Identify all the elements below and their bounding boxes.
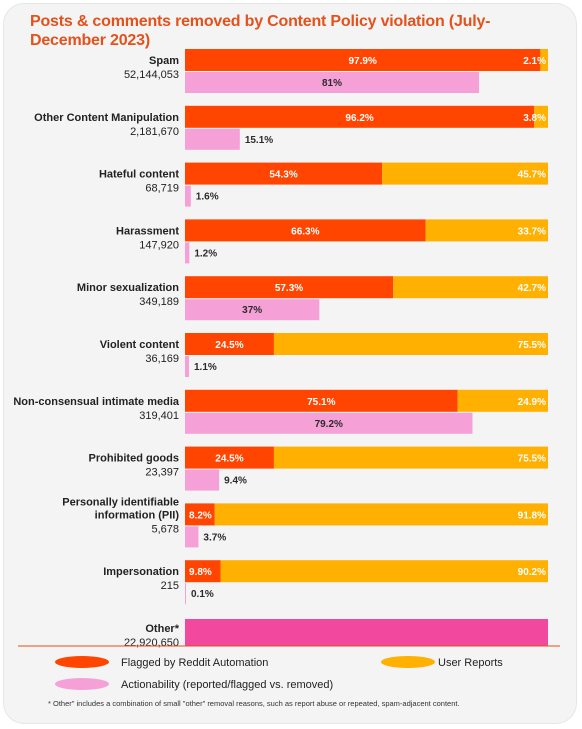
data-label-actionability-harassment: 1.2% (194, 248, 217, 259)
bar-user-reports-personally-identifiable-information-pii (214, 503, 549, 526)
legend-swatch-automation (55, 656, 109, 668)
category-count-hateful-content: 68,719 (145, 183, 179, 195)
data-label-user-reports-harassment: 33.7% (518, 226, 546, 237)
data-label-automation-impersonation: 9.8% (189, 567, 212, 578)
data-label-actionability-personally-identifiable-information-pii: 3.7% (203, 532, 226, 543)
data-label-user-reports-personally-identifiable-information-pii: 91.8% (518, 510, 546, 521)
bar-user-reports-non-consensual-intimate-media (457, 389, 548, 412)
data-label-user-reports-minor-sexualization: 42.7% (518, 283, 546, 294)
data-label-actionability-impersonation: 0.1% (191, 589, 214, 600)
bar-automation-other-content-manipulation (185, 105, 535, 128)
category-label-personally-identifiable-information-pii: Personally identifiable (62, 496, 179, 508)
bar-automation-harassment (185, 219, 426, 242)
bar-actionability-violent-content (185, 356, 189, 377)
data-label-automation-harassment: 66.3% (291, 226, 319, 237)
data-label-automation-non-consensual-intimate-media: 75.1% (307, 397, 335, 408)
category-count-non-consensual-intimate-media: 319,401 (139, 410, 179, 422)
bar-user-reports-harassment (425, 219, 548, 242)
data-label-actionability-non-consensual-intimate-media: 79.2% (315, 419, 343, 430)
chart-title: Posts & comments removed by Content Poli… (30, 13, 491, 49)
category-label-non-consensual-intimate-media: Non-consensual intimate media (13, 396, 180, 408)
bar-actionability-impersonation (185, 583, 186, 605)
bar-automation-impersonation (185, 560, 221, 583)
category-label-spam: Spam (149, 55, 179, 67)
data-label-user-reports-spam: 2.1% (523, 56, 546, 67)
data-label-automation-personally-identifiable-information-pii: 8.2% (189, 510, 212, 521)
data-label-actionability-prohibited-goods: 9.4% (224, 476, 247, 487)
bar-user-reports-other-content-manipulation (534, 105, 548, 128)
data-label-user-reports-hateful-content: 45.7% (518, 170, 546, 181)
data-label-automation-other-content-manipulation: 96.2% (345, 113, 373, 124)
bar-automation-violent-content (185, 333, 274, 355)
data-label-automation-prohibited-goods: 24.5% (215, 454, 243, 465)
bar-actionability-hateful-content (185, 185, 191, 207)
data-label-user-reports-violent-content: 75.5% (518, 340, 546, 351)
bar-user-reports-minor-sexualization (392, 276, 548, 299)
data-label-automation-hateful-content: 54.3% (269, 170, 297, 181)
legend: Flagged by Reddit Automation User Report… (55, 656, 503, 691)
category-label-minor-sexualization: Minor sexualization (77, 282, 179, 294)
category-label-hateful-content: Hateful content (99, 169, 179, 181)
bar-actionability-other-content-manipulation (185, 128, 240, 150)
category-label-violent-content: Violent content (100, 339, 180, 351)
legend-swatch-actionability (55, 678, 109, 690)
data-label-user-reports-prohibited-goods: 75.5% (518, 454, 546, 465)
data-label-automation-spam: 97.9% (349, 56, 377, 67)
category-count-prohibited-goods: 23,397 (145, 467, 179, 479)
legend-label-actionability: Actionability (reported/flagged vs. remo… (121, 679, 333, 691)
bar-actionability-personally-identifiable-information-pii (185, 526, 199, 548)
bar-actionability-prohibited-goods (185, 469, 220, 491)
legend-swatch-user-reports (381, 656, 435, 668)
category-count-impersonation: 215 (161, 580, 179, 592)
bar-automation-minor-sexualization (185, 276, 393, 299)
category-label-personally-identifiable-information-pii: information (PII) (95, 509, 180, 521)
category-label-other-content-manipulation: Other Content Manipulation (34, 112, 179, 124)
data-label-user-reports-other-content-manipulation: 3.8% (523, 113, 546, 124)
bar-automation-non-consensual-intimate-media (185, 389, 458, 412)
bar-actionability-minor-sexualization (185, 299, 320, 321)
category-count-minor-sexualization: 349,189 (139, 296, 179, 308)
bar-actionability-spam (185, 72, 480, 93)
bar-automation-hateful-content (185, 162, 383, 185)
bar-actionability-harassment (185, 242, 190, 264)
bar-user-reports-spam (540, 49, 548, 71)
category-label-other: Other* (145, 623, 179, 635)
data-label-actionability-hateful-content: 1.6% (196, 192, 219, 203)
category-label-impersonation: Impersonation (103, 566, 179, 578)
category-count-harassment: 147,920 (139, 239, 179, 251)
category-count-violent-content: 36,169 (145, 353, 179, 365)
bar-automation-prohibited-goods (185, 446, 274, 469)
data-label-actionability-spam: 81% (322, 78, 342, 89)
data-label-user-reports-impersonation: 90.2% (518, 567, 546, 578)
bar-actionability-non-consensual-intimate-media (185, 412, 473, 434)
bar-user-reports-prohibited-goods (273, 446, 548, 469)
bar-user-reports-hateful-content (382, 162, 548, 185)
legend-label-user-reports: User Reports (438, 657, 503, 669)
footnote: * Other" includes a combination of small… (48, 699, 460, 708)
data-label-automation-violent-content: 24.5% (215, 340, 243, 351)
data-label-actionability-minor-sexualization: 37% (242, 305, 262, 316)
data-label-automation-minor-sexualization: 57.3% (275, 283, 303, 294)
category-count-personally-identifiable-information-pii: 5,678 (151, 523, 179, 535)
category-label-harassment: Harassment (116, 225, 179, 237)
category-label-prohibited-goods: Prohibited goods (89, 453, 179, 465)
category-count-other: 22,920,650 (124, 637, 179, 649)
category-count-other-content-manipulation: 2,181,670 (130, 126, 179, 138)
category-count-spam: 52,144,053 (124, 69, 179, 81)
bar-automation-spam (185, 49, 541, 71)
bar-other (185, 619, 548, 646)
bar-automation-personally-identifiable-information-pii (185, 503, 215, 526)
bar-user-reports-impersonation (220, 560, 548, 583)
data-label-actionability-other-content-manipulation: 15.1% (245, 135, 273, 146)
data-label-actionability-violent-content: 1.1% (194, 362, 217, 373)
legend-label-automation: Flagged by Reddit Automation (121, 657, 268, 669)
data-label-user-reports-non-consensual-intimate-media: 24.9% (518, 397, 546, 408)
bar-user-reports-violent-content (273, 333, 548, 355)
